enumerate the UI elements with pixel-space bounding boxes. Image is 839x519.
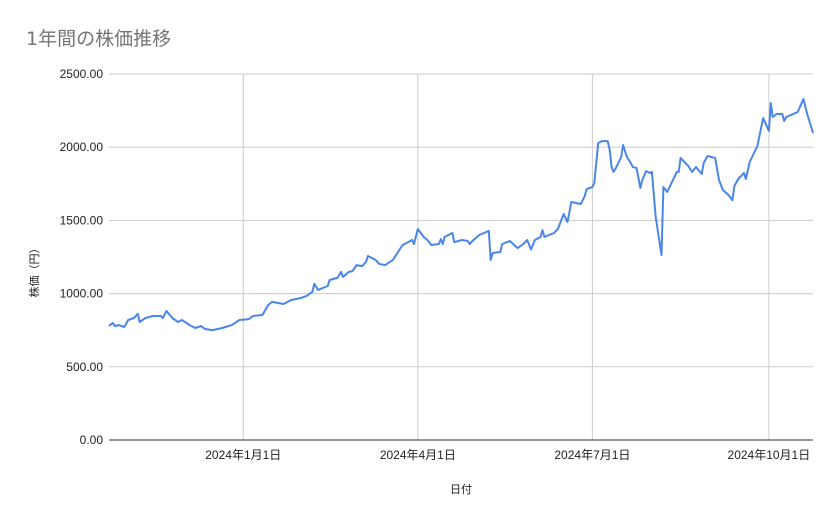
y-tick-label: 2000.00 (60, 140, 104, 154)
x-tick-label: 2024年4月1日 (380, 448, 456, 462)
x-tick-label: 2024年1月1日 (205, 448, 281, 462)
y-tick-label: 0.00 (80, 433, 104, 447)
y-tick-label: 1000.00 (60, 287, 104, 301)
x-tick-label: 2024年7月1日 (554, 448, 630, 462)
y-tick-label: 500.00 (66, 360, 103, 374)
y-tick-label: 2500.00 (60, 67, 104, 81)
chart-title: 1年間の株価推移 (26, 28, 172, 50)
x-axis-label: 日付 (450, 483, 472, 496)
y-tick-label: 1500.00 (60, 213, 104, 227)
price-line-series (108, 98, 814, 332)
x-tick-label: 2024年10月1日 (728, 448, 811, 462)
